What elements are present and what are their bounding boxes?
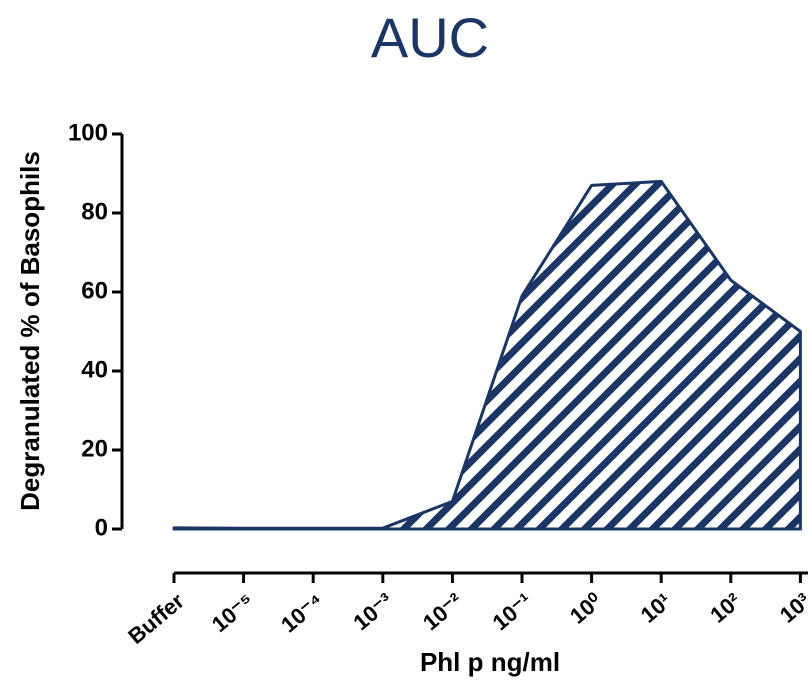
area bbox=[172, 179, 802, 531]
chart-title: AUC bbox=[371, 6, 489, 69]
y-tick-label: 20 bbox=[81, 435, 108, 462]
x-tick-label: 10⁻³ bbox=[348, 588, 397, 635]
x-tick-label: 10² bbox=[705, 588, 745, 628]
x-axis-label: Phl p ng/ml bbox=[420, 647, 560, 677]
y-tick-label: 0 bbox=[95, 514, 108, 541]
y-tick-label: 40 bbox=[81, 356, 108, 383]
y-tick-label: 100 bbox=[68, 119, 108, 146]
y-tick-label: 80 bbox=[81, 198, 108, 225]
x-tick-label: 10⁻¹ bbox=[488, 588, 537, 635]
y-tick-label: 60 bbox=[81, 277, 108, 304]
x-tick-label: 10⁻⁵ bbox=[207, 588, 259, 637]
x-tick-label: 10³ bbox=[775, 588, 808, 628]
x-tick-label: 10⁻² bbox=[418, 588, 467, 635]
y-axis-label: Degranulated % of Basophils bbox=[15, 151, 45, 511]
x-tick-label: Buffer bbox=[123, 588, 189, 649]
x-tick-label: 10⁰ bbox=[565, 588, 607, 629]
x-tick-label: 10¹ bbox=[636, 588, 676, 628]
x-tick-label: 10⁻⁴ bbox=[276, 588, 328, 637]
